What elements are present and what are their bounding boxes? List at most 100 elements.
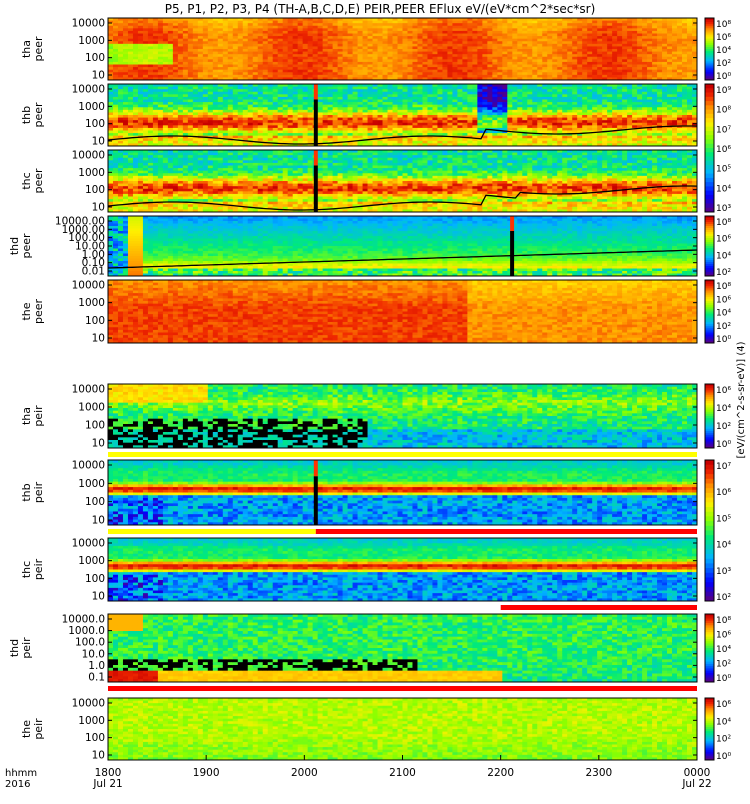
heatmap-cell	[283, 26, 288, 29]
heatmap-cell	[358, 62, 363, 65]
heatmap-cell	[308, 34, 313, 37]
heatmap-cell	[268, 54, 273, 57]
heatmap-cell	[213, 41, 218, 44]
heatmap-cell	[138, 46, 143, 49]
heatmap-cell	[412, 54, 417, 57]
heatmap-cell	[133, 57, 138, 60]
heatmap-cell	[243, 49, 248, 52]
heatmap-cell	[303, 31, 308, 34]
heatmap-cell	[118, 62, 123, 65]
heatmap-cell	[168, 21, 173, 24]
heatmap-cell	[243, 54, 248, 57]
heatmap-cell	[188, 49, 193, 52]
heatmap-cell	[148, 21, 153, 24]
heatmap-cell	[113, 72, 118, 75]
heatmap-cell	[283, 36, 288, 39]
heatmap-cell	[233, 41, 238, 44]
heatmap-cell	[213, 72, 218, 75]
heatmap-cell	[328, 70, 333, 73]
heatmap-cell	[198, 41, 203, 44]
heatmap-cell	[163, 70, 168, 73]
heatmap-cell	[358, 67, 363, 70]
heatmap-cell	[328, 52, 333, 55]
heatmap-cell	[193, 57, 198, 60]
heatmap-cell	[173, 62, 178, 65]
heatmap-cell	[358, 54, 363, 57]
heatmap-cell	[213, 34, 218, 37]
heatmap-cell	[338, 72, 343, 75]
heatmap-cell	[213, 57, 218, 60]
heatmap-cell	[323, 70, 328, 73]
heatmap-cell	[203, 75, 208, 78]
heatmap-cell	[178, 65, 183, 68]
heatmap-cell	[113, 41, 118, 44]
heatmap-cell	[338, 31, 343, 34]
heatmap-cell	[298, 26, 303, 29]
heatmap-cell	[353, 28, 358, 31]
heatmap-cell	[158, 59, 163, 62]
heatmap-cell	[378, 54, 383, 57]
heatmap-cell	[383, 23, 388, 26]
heatmap-cell	[128, 49, 133, 52]
heatmap-cell	[243, 39, 248, 42]
heatmap-cell	[398, 57, 403, 60]
heatmap-cell	[218, 54, 223, 57]
heatmap-cell	[328, 23, 333, 26]
heatmap-cell	[288, 26, 293, 29]
heatmap-cell	[123, 44, 128, 47]
heatmap-cell	[193, 46, 198, 49]
heatmap-cell	[338, 70, 343, 73]
heatmap-cell	[353, 39, 358, 42]
heatmap-cell	[193, 36, 198, 39]
heatmap-cell	[228, 41, 233, 44]
heatmap-cell	[183, 46, 188, 49]
heatmap-cell	[163, 21, 168, 24]
heatmap-cell	[353, 72, 358, 75]
heatmap-cell	[412, 41, 417, 44]
heatmap-cell	[203, 26, 208, 29]
heatmap-cell	[343, 26, 348, 29]
heatmap-cell	[243, 34, 248, 37]
heatmap-cell	[268, 21, 273, 24]
heatmap-cell	[268, 62, 273, 65]
heatmap-cell	[283, 67, 288, 70]
heatmap-cell	[293, 41, 298, 44]
heatmap-cell	[378, 75, 383, 78]
heatmap-cell	[368, 54, 373, 57]
heatmap-cell	[293, 52, 298, 55]
heatmap-cell	[273, 46, 278, 49]
heatmap-cell	[318, 31, 323, 34]
heatmap-cell	[298, 36, 303, 39]
heatmap-cell	[123, 34, 128, 37]
heatmap-cell	[412, 23, 417, 26]
heatmap-cell	[398, 46, 403, 49]
heatmap-cell	[248, 46, 253, 49]
heatmap-cell	[253, 28, 258, 31]
heatmap-cell	[123, 36, 128, 39]
heatmap-cell	[188, 21, 193, 24]
heatmap-cell	[308, 75, 313, 78]
heatmap-cell	[348, 44, 353, 47]
heatmap-cell	[323, 34, 328, 37]
heatmap-cell	[123, 41, 128, 44]
heatmap-cell	[213, 36, 218, 39]
heatmap-cell	[153, 28, 158, 31]
heatmap-cell	[188, 70, 193, 73]
heatmap-cell	[363, 52, 368, 55]
heatmap-cell	[148, 41, 153, 44]
heatmap-cell	[412, 52, 417, 55]
heatmap-cell	[228, 26, 233, 29]
heatmap-cell	[158, 44, 163, 47]
heatmap-cell	[348, 28, 353, 31]
heatmap-cell	[318, 54, 323, 57]
heatmap-cell	[263, 75, 268, 78]
heatmap-cell	[258, 26, 263, 29]
heatmap-cell	[253, 23, 258, 26]
heatmap-cell	[293, 75, 298, 78]
heatmap-cell	[308, 36, 313, 39]
heatmap-cell	[338, 67, 343, 70]
heatmap-cell	[368, 75, 373, 78]
heatmap-cell	[393, 59, 398, 62]
heatmap-cell	[378, 65, 383, 68]
heatmap-cell	[138, 67, 143, 70]
